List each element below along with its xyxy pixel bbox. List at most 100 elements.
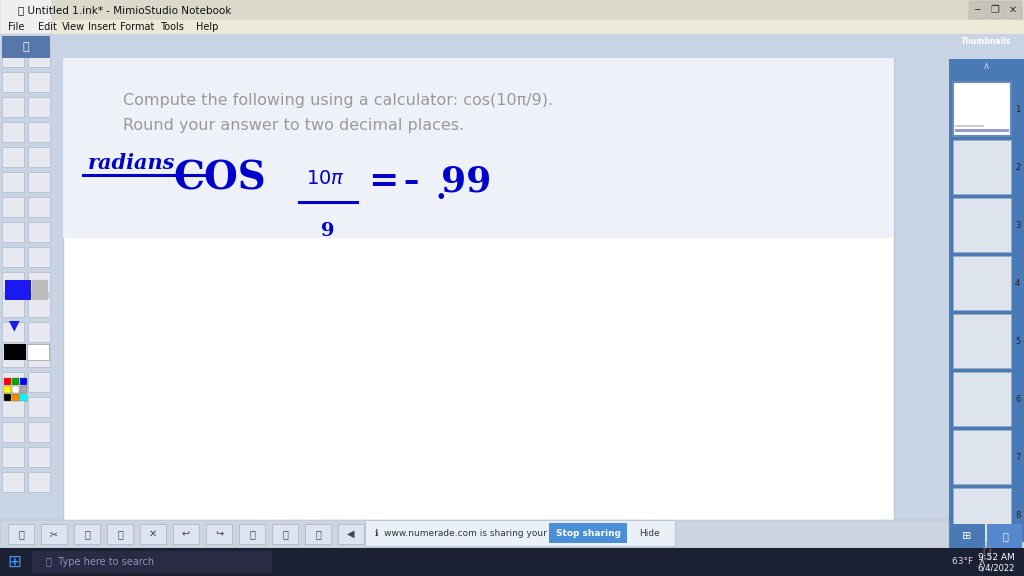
- Bar: [953, 488, 1011, 542]
- Bar: [28, 322, 50, 342]
- Bar: [27, 344, 49, 360]
- Bar: [28, 347, 50, 367]
- Text: ─: ─: [974, 5, 980, 15]
- Bar: [371, 524, 397, 544]
- Bar: [173, 524, 199, 544]
- Bar: [28, 372, 50, 392]
- Bar: [28, 447, 50, 467]
- Bar: [140, 524, 166, 544]
- Text: ∧: ∧: [982, 61, 989, 71]
- Text: 6: 6: [1015, 395, 1020, 404]
- Text: Round your answer to two decimal places.: Round your answer to two decimal places.: [123, 118, 464, 133]
- Text: Stop sharing: Stop sharing: [555, 529, 621, 537]
- Bar: [949, 59, 1024, 542]
- Bar: [953, 430, 1011, 484]
- Bar: [305, 524, 331, 544]
- Bar: [5, 280, 31, 300]
- Bar: [953, 198, 1011, 252]
- Bar: [0, 20, 1024, 34]
- Bar: [28, 297, 50, 317]
- Text: Edit: Edit: [38, 22, 57, 32]
- Text: 8: 8: [1015, 510, 1020, 520]
- Bar: [955, 129, 1009, 132]
- Text: –: –: [403, 167, 418, 198]
- Bar: [2, 122, 24, 142]
- Text: ⊞: ⊞: [7, 553, 20, 571]
- Bar: [4, 344, 26, 360]
- Bar: [437, 524, 463, 544]
- Bar: [12, 378, 19, 385]
- Text: 📷: 📷: [23, 42, 30, 52]
- Text: 99: 99: [441, 164, 492, 198]
- Bar: [338, 524, 364, 544]
- Bar: [4, 394, 11, 401]
- Bar: [272, 524, 298, 544]
- Text: Help: Help: [196, 22, 218, 32]
- Text: 🔵: 🔵: [447, 529, 453, 539]
- Text: 📋: 📋: [117, 529, 123, 539]
- Bar: [2, 197, 24, 217]
- Text: =: =: [368, 164, 398, 198]
- Text: ◀: ◀: [347, 529, 354, 539]
- Bar: [63, 58, 894, 534]
- Bar: [12, 386, 19, 393]
- Bar: [106, 524, 133, 544]
- Bar: [28, 197, 50, 217]
- Text: ⊞: ⊞: [963, 531, 972, 541]
- Bar: [63, 58, 894, 238]
- Bar: [32, 551, 272, 573]
- Text: 9: 9: [321, 222, 335, 240]
- Text: 2: 2: [1015, 162, 1020, 172]
- Bar: [28, 472, 50, 492]
- Text: 5: 5: [1015, 336, 1020, 346]
- Bar: [2, 422, 24, 442]
- Text: 📑: 📑: [282, 529, 288, 539]
- Bar: [2, 322, 24, 342]
- Bar: [28, 222, 50, 242]
- Bar: [20, 394, 27, 401]
- Text: ▼: ▼: [8, 318, 19, 332]
- Text: 63°F  ∧: 63°F ∧: [952, 558, 985, 567]
- Text: 🔄: 🔄: [315, 529, 321, 539]
- Bar: [2, 97, 24, 117]
- Bar: [987, 524, 1022, 548]
- Bar: [0, 520, 949, 548]
- Text: $10\pi$: $10\pi$: [306, 169, 345, 188]
- Text: ✂: ✂: [50, 529, 58, 539]
- Bar: [20, 378, 27, 385]
- Bar: [953, 314, 1011, 368]
- Text: Hide: Hide: [639, 529, 659, 537]
- Bar: [8, 524, 34, 544]
- Bar: [2, 272, 24, 292]
- Text: 🗑: 🗑: [982, 545, 990, 559]
- Bar: [28, 397, 50, 417]
- Text: ↩: ↩: [182, 529, 190, 539]
- Bar: [2, 72, 24, 92]
- Bar: [28, 47, 50, 67]
- Bar: [28, 147, 50, 167]
- Text: 7: 7: [1015, 453, 1020, 461]
- Text: ✕: ✕: [148, 529, 157, 539]
- Bar: [20, 386, 27, 393]
- Text: 3: 3: [1015, 221, 1020, 229]
- Bar: [2, 172, 24, 192]
- Text: ℹ  www.numerade.com is sharing your screen.: ℹ www.numerade.com is sharing your scree…: [375, 529, 583, 537]
- Bar: [0, 548, 1024, 576]
- Text: COS: COS: [173, 160, 266, 198]
- Text: ❐: ❐: [990, 5, 999, 15]
- Bar: [32, 280, 48, 300]
- Bar: [2, 47, 24, 67]
- Bar: [28, 122, 50, 142]
- Text: 9:52 AM: 9:52 AM: [978, 554, 1015, 563]
- Text: Format: Format: [120, 22, 155, 32]
- Bar: [953, 82, 1011, 136]
- Bar: [404, 524, 430, 544]
- Bar: [2, 447, 24, 467]
- Bar: [549, 523, 627, 543]
- Text: 🔍  Type here to search: 🔍 Type here to search: [46, 557, 155, 567]
- Bar: [28, 422, 50, 442]
- Bar: [953, 372, 1011, 426]
- Text: Compute the following using a calculator: cos(10π/9).: Compute the following using a calculator…: [123, 93, 553, 108]
- Text: 📋: 📋: [84, 529, 90, 539]
- Bar: [2, 372, 24, 392]
